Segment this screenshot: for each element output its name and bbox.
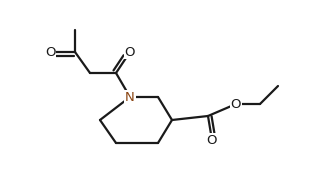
Text: N: N: [125, 90, 135, 103]
Text: O: O: [207, 134, 217, 147]
Text: O: O: [125, 46, 135, 58]
Text: O: O: [231, 97, 241, 110]
Text: O: O: [45, 46, 55, 58]
